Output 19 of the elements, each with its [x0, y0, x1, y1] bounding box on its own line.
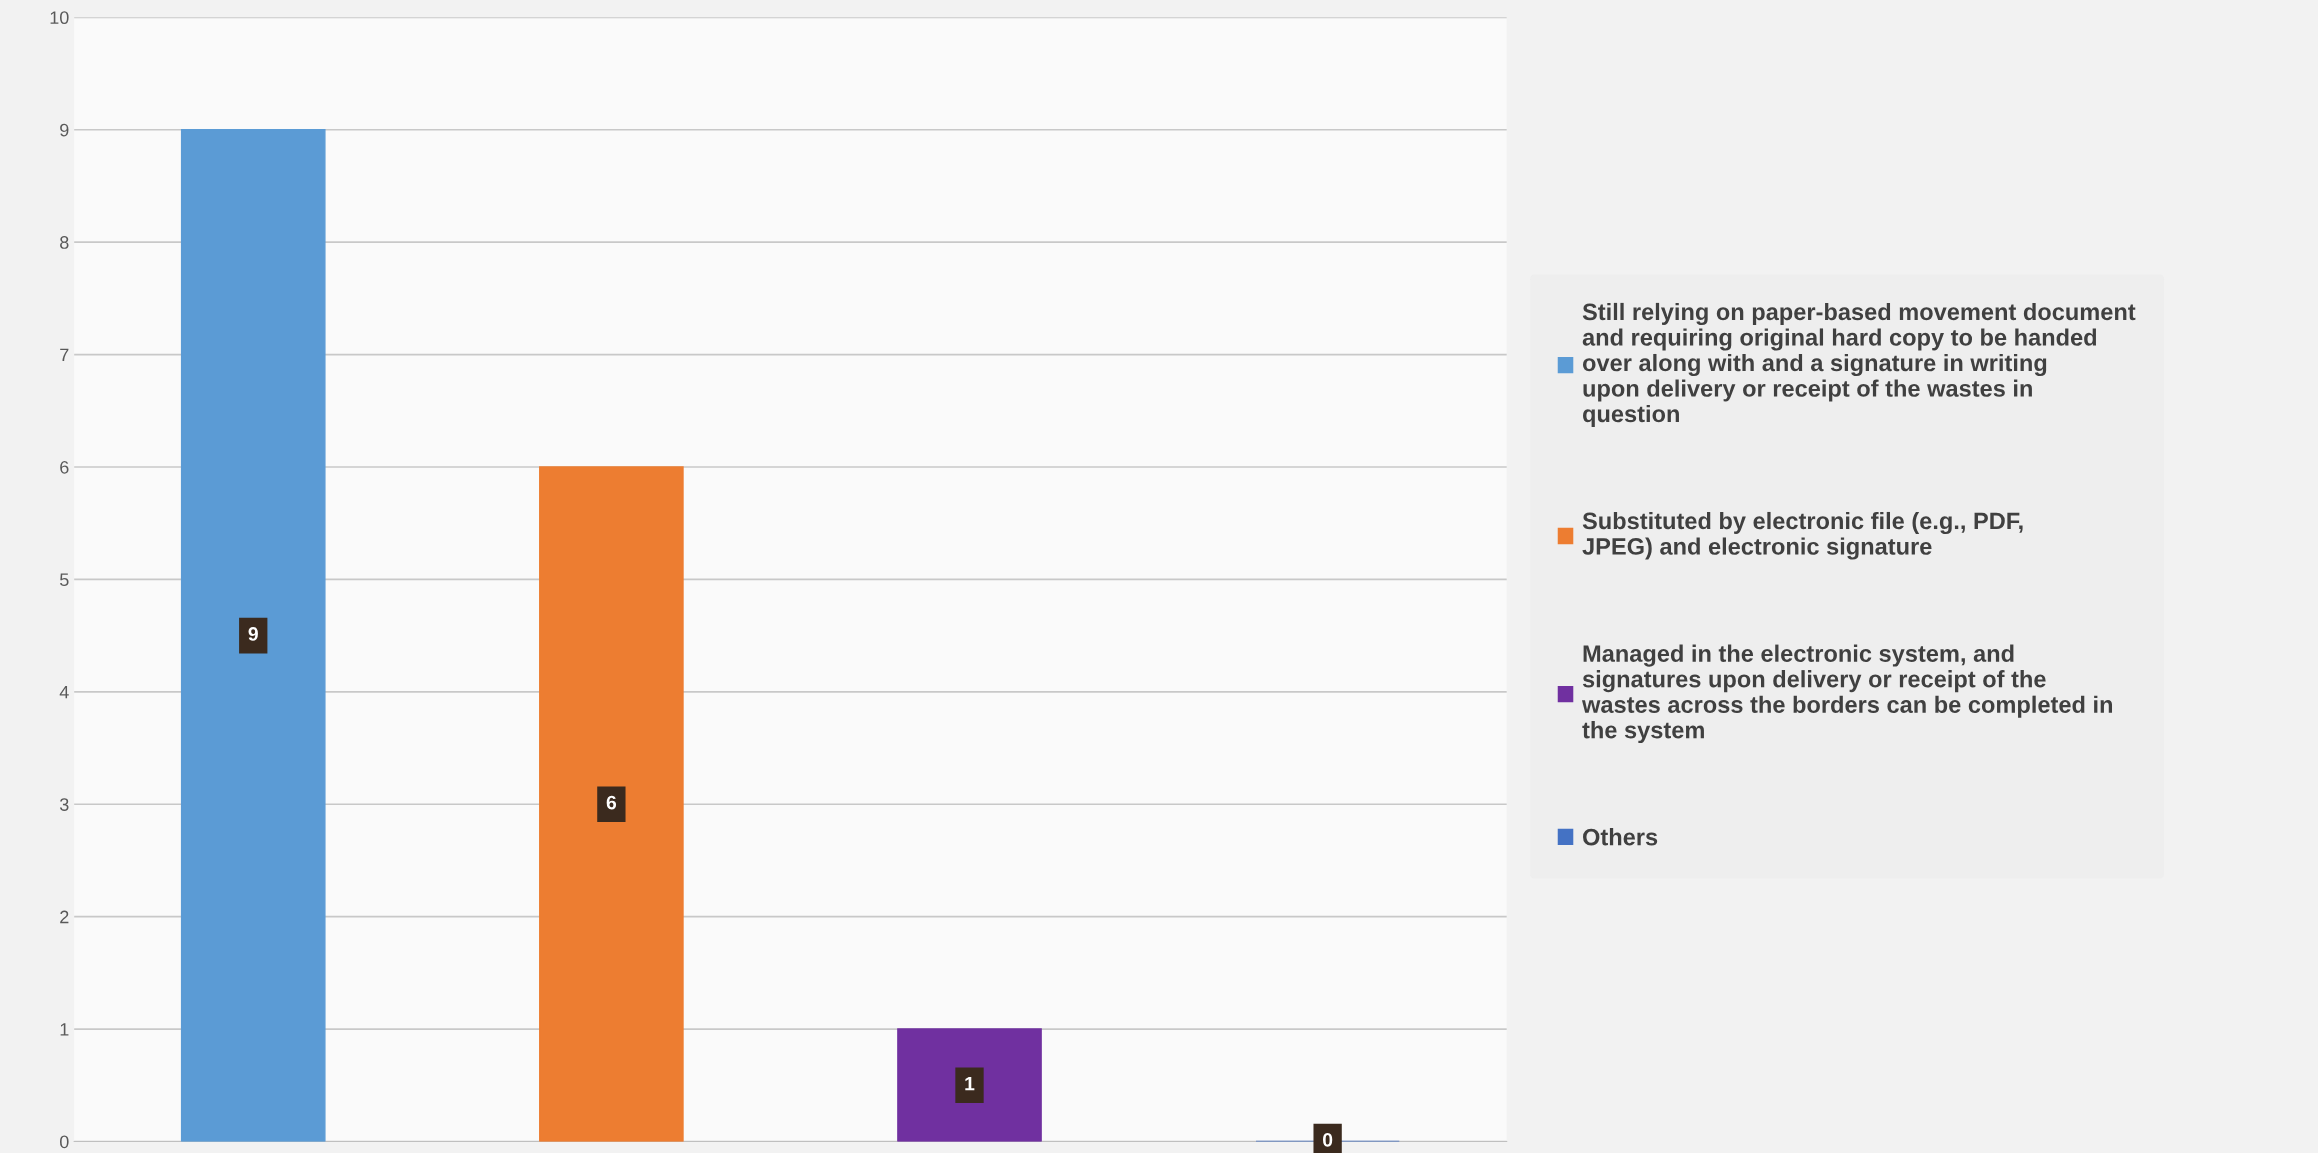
y-tick-label: 10 [50, 11, 69, 25]
legend-label: Others [1583, 828, 1658, 846]
data-label: 1 [965, 1076, 975, 1091]
y-tick-label: 5 [60, 573, 69, 587]
data-label: 9 [248, 627, 258, 641]
y-tick-label: 9 [60, 123, 69, 137]
y-tick-label: 3 [59, 798, 69, 811]
y-tick-label: 2 [60, 910, 69, 924]
y-tick-label: 1 [60, 1023, 69, 1036]
legend-label: Managed in the electronic system, and signatures upon delivery or receipt of the wastes across the borders can be completed in the system [1581, 644, 2113, 744]
legend-label: Substituted by electronic file (e.g., PDF, JPEG) and electronic signature [1582, 511, 2023, 560]
y-tick-label: 0 [59, 1135, 69, 1149]
y-tick-label: 6 [60, 460, 69, 474]
y-tick-label: 4 [59, 685, 69, 699]
y-tick-label: 7 [60, 348, 69, 362]
data-label: 0 [1323, 1132, 1333, 1147]
data-label: 6 [606, 795, 617, 810]
y-tick-label: 8 [60, 236, 69, 249]
legend-label: Still relying on paper-based movement document and requiring original hard copy to be handed over along with and a signature in writing upon delivery or receipt of the wastes in question [1582, 302, 2136, 427]
